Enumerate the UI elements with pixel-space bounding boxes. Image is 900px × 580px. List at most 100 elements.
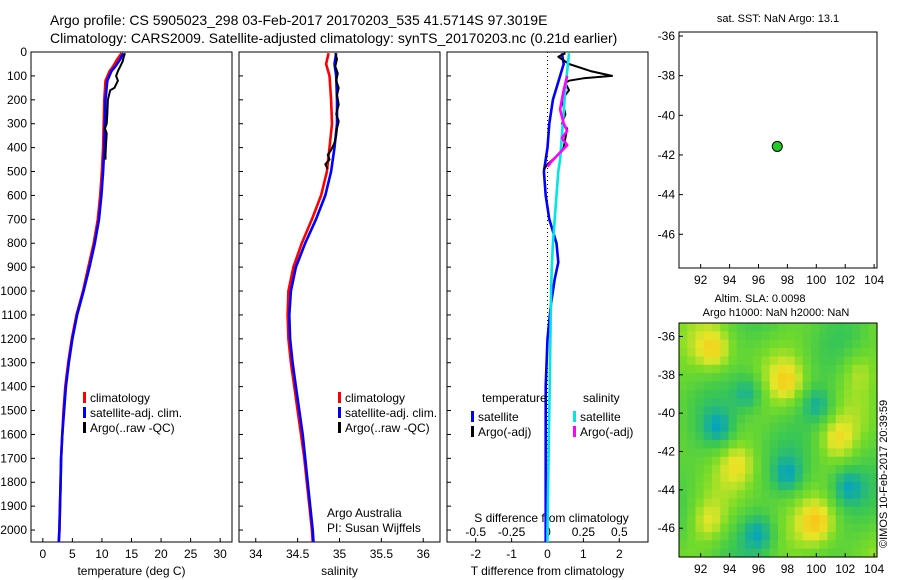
x-tick-label: 100 (806, 562, 826, 576)
sla-cell (811, 540, 820, 550)
sla-cell (712, 548, 721, 558)
sla-cell (860, 406, 870, 416)
sla-cell (745, 423, 754, 433)
sla-cell (769, 398, 779, 408)
sla-cell (827, 473, 837, 483)
sla-cell (712, 465, 721, 475)
sla-cell (852, 473, 862, 483)
sla-cell (844, 498, 853, 508)
sla-cell (703, 431, 713, 441)
y-tick-label: 800 (7, 236, 27, 250)
sla-cell (844, 381, 853, 391)
sla-cell (687, 448, 697, 458)
sla-cell (736, 506, 746, 516)
sla-cell (835, 431, 845, 441)
sla-cell (844, 414, 853, 424)
x-tick-label: -1 (506, 547, 517, 561)
sla-cell (852, 381, 862, 391)
sla-cell (794, 323, 804, 332)
sla-cell (720, 448, 730, 458)
sla-cell (679, 389, 688, 399)
sla-cell (819, 515, 829, 525)
sla-cell (811, 389, 820, 399)
sla-cell (827, 356, 837, 366)
sla-cell (687, 506, 697, 516)
sla-cell (827, 498, 837, 508)
series-line-cyan (546, 53, 571, 542)
sla-cell (827, 414, 837, 424)
sla-cell (868, 498, 878, 508)
sla-cell (778, 348, 787, 358)
sla-cell (852, 540, 862, 550)
sla-cell (761, 515, 771, 525)
sla-cell (679, 398, 688, 408)
map-frame (678, 322, 878, 558)
sla-cell (827, 381, 837, 391)
sla-cell (687, 431, 697, 441)
sla-cell (687, 348, 697, 358)
sla-cell (679, 431, 688, 441)
sla-cell (802, 481, 812, 491)
sla-cell (761, 548, 771, 558)
sla-cell (844, 481, 853, 491)
sla-cell (852, 456, 862, 466)
sla-cell (728, 456, 738, 466)
sla-cell (703, 506, 713, 516)
sla-cell (868, 356, 878, 366)
sla-cell (835, 540, 845, 550)
sla-cell (852, 364, 862, 374)
sla-cell (753, 548, 763, 558)
sla-cell (802, 381, 812, 391)
sla-cell (695, 389, 705, 399)
sla-cell (761, 414, 771, 424)
sla-cell (728, 323, 738, 332)
sla-cell (778, 364, 787, 374)
sla-cell (769, 423, 779, 433)
sla-cell (753, 323, 763, 332)
sla-cell (736, 423, 746, 433)
sla-cell (703, 540, 713, 550)
sla-cell (769, 465, 779, 475)
sla-cell (868, 414, 878, 424)
sla-cell (794, 473, 804, 483)
sla-cell (736, 515, 746, 525)
sla-cell (736, 348, 746, 358)
sla-cell (868, 548, 878, 558)
sla-cell (728, 548, 738, 558)
sla-cell (811, 406, 820, 416)
sla-cell (827, 481, 837, 491)
sla-cell (778, 481, 787, 491)
sla-cell (769, 381, 779, 391)
sla-cell (827, 348, 837, 358)
sla-cell (679, 515, 688, 525)
sla-cell (819, 356, 829, 366)
sla-cell (753, 364, 763, 374)
sla-cell (778, 339, 787, 349)
sla-cell (687, 473, 697, 483)
legend-header-temperature: temperature (482, 391, 547, 405)
sla-cell (786, 440, 796, 449)
sla-cell (695, 339, 705, 349)
sla-cell (753, 331, 763, 341)
sla-cell (720, 331, 730, 341)
sla-cell (811, 339, 820, 349)
sla-cell (687, 339, 697, 349)
sla-cell (860, 431, 870, 441)
sla-cell (852, 531, 862, 541)
sla-cell (736, 523, 746, 533)
sla-cell (868, 381, 878, 391)
sla-cell (827, 540, 837, 550)
sla-cell (736, 431, 746, 441)
sla-cell (844, 339, 853, 349)
x-tick-label: 0 (39, 547, 46, 561)
sla-cell (794, 523, 804, 533)
sla-cell (753, 531, 763, 541)
sla-cell (794, 389, 804, 399)
sla-cell (802, 448, 812, 458)
sla-cell (720, 381, 730, 391)
sla-cell (736, 540, 746, 550)
sla-cell (687, 523, 697, 533)
profile-title: Argo profile: CS 5905023_298 03-Feb-2017… (50, 12, 548, 28)
sla-cell (712, 398, 721, 408)
y-tick-label: -40 (658, 406, 676, 420)
